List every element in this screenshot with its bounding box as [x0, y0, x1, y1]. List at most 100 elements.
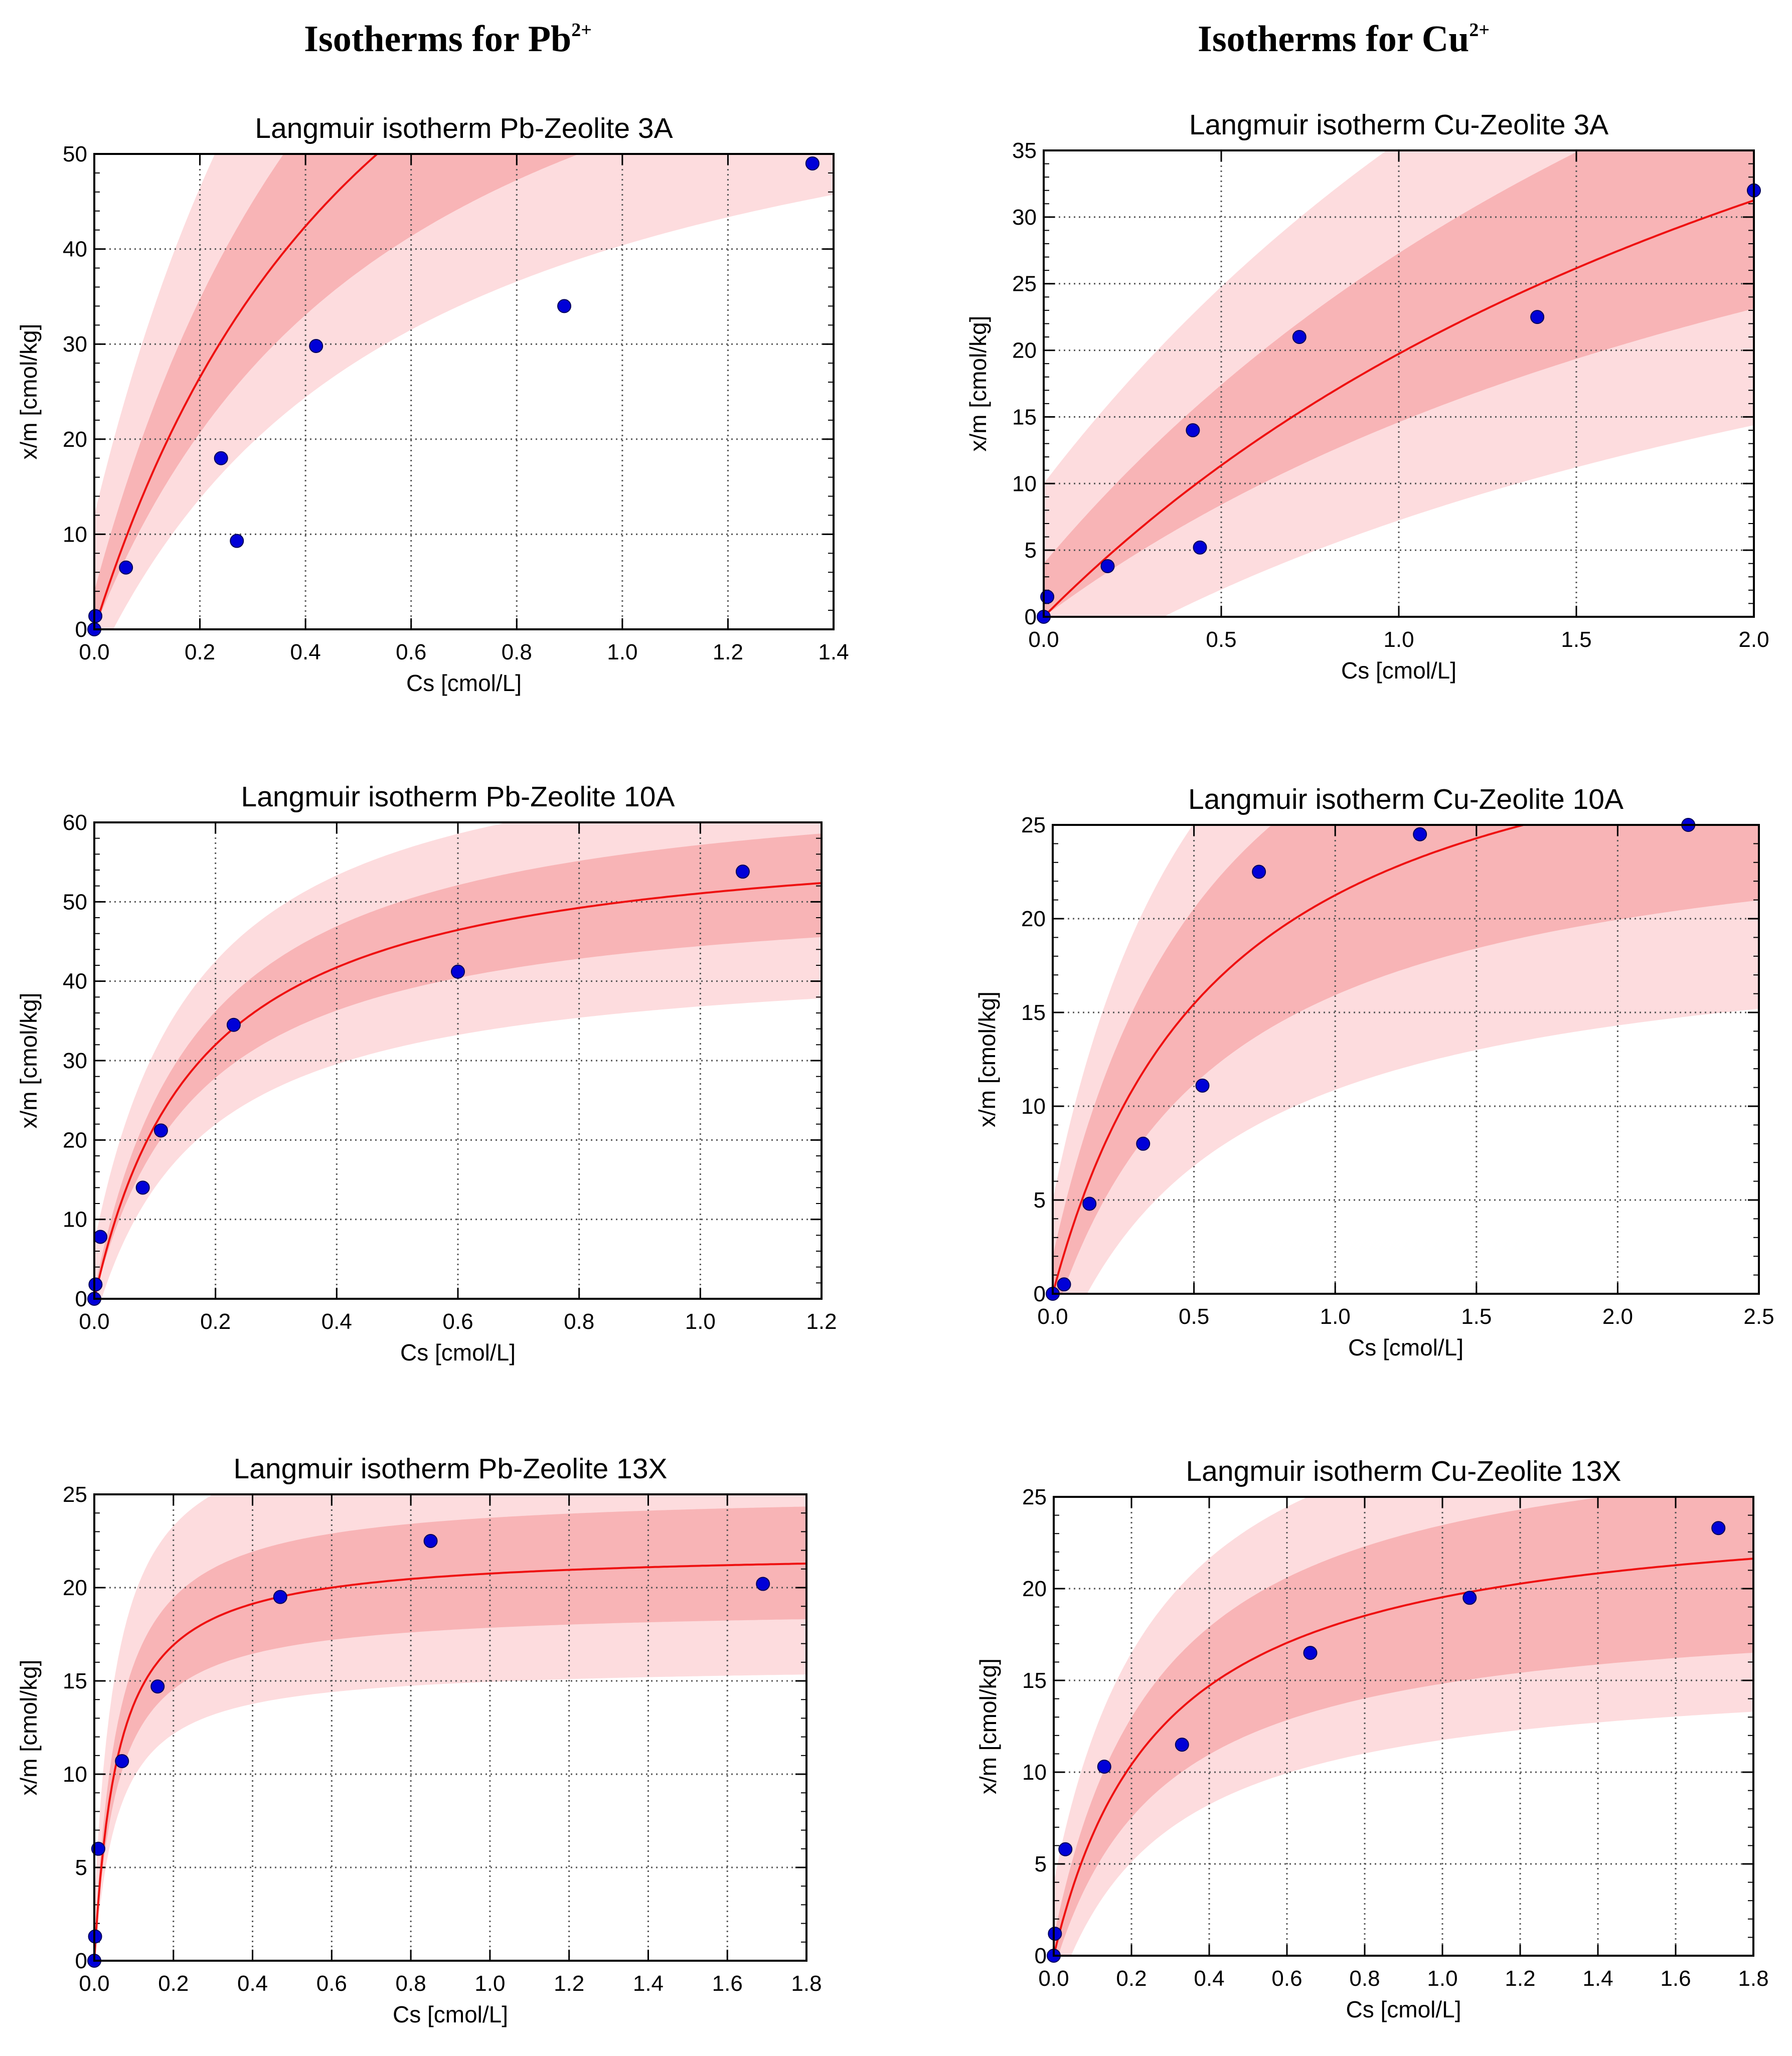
confidence-band [1054, 1497, 1753, 1956]
data-point [309, 338, 323, 353]
pb-column-heading: Isotherms for Pb2+ [0, 5, 896, 60]
data-point [153, 1123, 168, 1138]
data-point [115, 1754, 129, 1768]
data-point [1413, 827, 1427, 841]
y-tick-label: 0 [75, 1949, 87, 1973]
x-tick-label: 1.0 [474, 1971, 505, 1996]
chart-title: Langmuir isotherm Cu-Zeolite 10A [1188, 783, 1623, 815]
y-tick-label: 25 [1021, 813, 1046, 837]
plot-frame [1043, 149, 1755, 618]
x-tick-label: 1.4 [818, 640, 849, 664]
fit-line [94, 882, 822, 1299]
data-point [423, 1534, 438, 1548]
y-tick-label: 0 [75, 1287, 87, 1311]
x-tick-label: 0.8 [396, 1971, 426, 1996]
fit-line [1044, 199, 1754, 617]
y-tick-label: 40 [63, 969, 87, 994]
x-tick-label: 0.0 [1037, 1304, 1068, 1329]
data-point [1100, 559, 1115, 574]
x-tick-label: 0.0 [79, 1971, 109, 1996]
data-point [1057, 1277, 1071, 1292]
x-tick-label: 1.4 [1582, 1966, 1613, 1991]
x-tick-label: 0.5 [1206, 627, 1236, 652]
data-point [451, 964, 465, 979]
y-tick-label: 20 [1022, 1577, 1047, 1601]
prediction-band [94, 1494, 806, 1961]
data-point [1048, 1927, 1062, 1941]
data-point [1136, 1136, 1151, 1151]
chart-title: Langmuir isotherm Cu-Zeolite 13X [1186, 1455, 1621, 1487]
y-tick-label: 60 [63, 810, 87, 835]
x-axis-label: Cs [cmol/L] [406, 670, 522, 696]
y-tick-label: 10 [63, 1762, 87, 1787]
x-tick-label: 1.2 [713, 640, 743, 664]
plot-frame [1053, 1496, 1754, 1957]
fit-line [1053, 825, 1528, 1294]
x-tick-label: 1.5 [1461, 1304, 1492, 1329]
y-tick-label: 50 [63, 142, 87, 166]
data-point [214, 451, 228, 465]
plot-frame [93, 821, 823, 1300]
y-tick-label: 5 [1034, 1188, 1046, 1213]
data-point [135, 1180, 150, 1195]
x-tick-label: 0.4 [290, 640, 321, 664]
data-point [88, 609, 103, 623]
data-point [88, 1277, 103, 1292]
y-tick-label: 40 [63, 237, 87, 262]
y-tick-label: 0 [1035, 1944, 1047, 1968]
y-tick-label: 5 [1035, 1852, 1047, 1876]
y-tick-label: 30 [63, 1049, 87, 1073]
data-point [226, 1017, 241, 1032]
x-axis-label: Cs [cmol/L] [1341, 657, 1456, 683]
pb-heading-charge: 2+ [571, 20, 592, 41]
y-axis-label: x/m [cmol/kg] [965, 316, 991, 452]
data-point [1097, 1760, 1111, 1774]
y-tick-label: 10 [1022, 1760, 1047, 1785]
data-point [1175, 1738, 1189, 1752]
chart-pb-zeolite-3a: 0.0 0.2 0.4 0.6 0.8 1.0 1.2 1.4 0 10 20 30 40 50 Langm… [16, 112, 849, 696]
data-point [1711, 1521, 1726, 1535]
cu-heading-text: Isotherms for Cu [1198, 19, 1470, 60]
x-tick-label: 0.0 [79, 640, 109, 664]
data-point [1082, 1196, 1097, 1211]
y-tick-label: 20 [63, 1576, 87, 1600]
y-axis-label: x/m [cmol/kg] [16, 993, 42, 1129]
x-tick-label: 1.4 [633, 1971, 664, 1996]
y-tick-label: 15 [1021, 1000, 1046, 1025]
x-tick-label: 0.0 [1038, 1966, 1069, 1991]
chart-title: Langmuir isotherm Cu-Zeolite 3A [1189, 109, 1608, 141]
y-tick-label: 5 [1025, 538, 1037, 563]
data-point [1058, 1842, 1073, 1856]
fit-line [1054, 1558, 1753, 1956]
chart-title: Langmuir isotherm Pb-Zeolite 3A [255, 112, 673, 144]
data-point [756, 1577, 770, 1591]
data-point [230, 534, 244, 548]
x-tick-label: 1.0 [1383, 627, 1414, 652]
x-tick-label: 0.0 [79, 1309, 109, 1334]
x-tick-label: 1.0 [607, 640, 637, 664]
y-axis-label: x/m [cmol/kg] [16, 1660, 42, 1796]
y-tick-label: 25 [1012, 272, 1037, 296]
pb-heading-text: Isotherms for Pb [304, 19, 572, 60]
y-tick-label: 15 [63, 1669, 87, 1693]
data-point [273, 1590, 287, 1604]
y-tick-label: 35 [1012, 138, 1037, 163]
x-tick-label: 1.8 [791, 1971, 822, 1996]
y-tick-label: 15 [1022, 1668, 1047, 1693]
x-tick-label: 0.6 [1271, 1966, 1302, 1991]
x-tick-label: 2.0 [1738, 627, 1769, 652]
y-tick-label: 0 [1025, 605, 1037, 629]
x-tick-label: 1.6 [712, 1971, 743, 1996]
x-tick-label: 0.4 [237, 1971, 268, 1996]
x-tick-label: 0.2 [1116, 1966, 1147, 1991]
data-point [93, 1230, 108, 1244]
x-tick-label: 1.2 [1505, 1966, 1535, 1991]
data-point [119, 560, 133, 575]
x-tick-label: 2.5 [1743, 1304, 1774, 1329]
y-tick-label: 20 [63, 427, 87, 452]
x-tick-label: 1.5 [1561, 627, 1591, 652]
x-tick-label: 0.6 [396, 640, 426, 664]
chart-cu-zeolite-13x: 0.0 0.2 0.4 0.6 0.8 1.0 1.2 1.4 1.6 1.8 0 5 10 15 20 25… [975, 1455, 1769, 2022]
chart-title: Langmuir isotherm Pb-Zeolite 13X [234, 1453, 668, 1485]
data-point [805, 156, 820, 170]
